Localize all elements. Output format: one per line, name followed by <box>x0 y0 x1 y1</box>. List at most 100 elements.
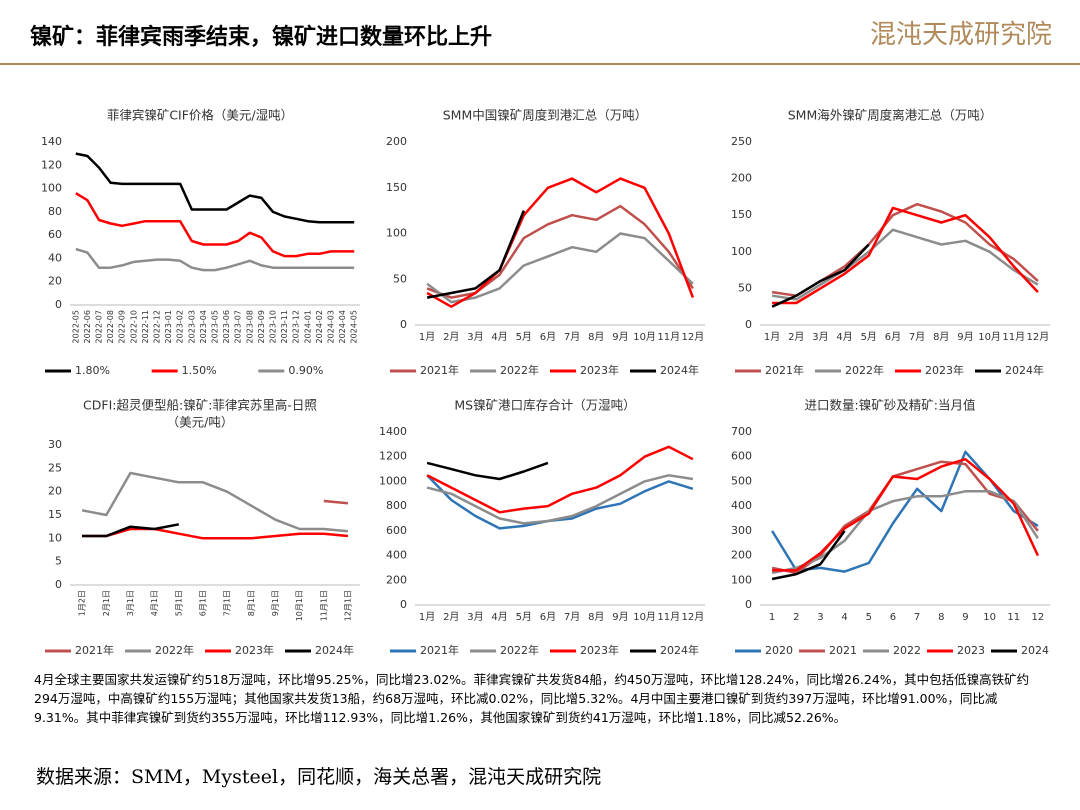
y-tick-label: 150 <box>731 208 752 221</box>
series-line <box>81 471 349 533</box>
legend-label: 2022 <box>893 644 921 657</box>
x-tick-label: 7月 <box>564 611 580 623</box>
y-tick-label: 20 <box>48 275 62 288</box>
x-tick-label: 6月 <box>540 331 556 343</box>
y-tick-label: 100 <box>41 182 62 195</box>
source: 数据来源：SMM，Mysteel，同花顺，海关总署，混沌天成研究院 <box>36 766 602 788</box>
x-tick-label: 2024-01 <box>303 310 312 343</box>
page-title: 镍矿：菲律宾雨季结束，镍矿进口数量环比上升 <box>30 24 492 50</box>
x-tick-label: 3月1日 <box>126 590 135 616</box>
chart-title: SMM中国镍矿周度到港汇总（万吨） <box>443 108 648 123</box>
x-tick-label: 10月 <box>978 331 1001 343</box>
x-tick-label: 2024-02 <box>315 310 324 343</box>
x-tick-label: 10 <box>983 612 996 623</box>
x-tick-label: 11月 <box>657 331 680 343</box>
x-tick-label: 10月 <box>633 331 656 343</box>
y-tick-label: 0 <box>400 598 407 611</box>
x-tick-label: 5月1日 <box>174 590 183 616</box>
legend-label: 2023年 <box>235 643 274 657</box>
y-tick-label: 700 <box>731 425 752 438</box>
x-tick-label: 2023-07 <box>234 310 243 343</box>
x-tick-label: 2023-11 <box>280 310 289 343</box>
y-tick-label: 30 <box>48 438 62 451</box>
series-line <box>426 461 549 481</box>
y-tick-label: 200 <box>731 172 752 185</box>
y-tick-label: 1000 <box>379 474 407 487</box>
x-tick-label: 5月 <box>516 331 532 343</box>
chart-title: MS镍矿港口库存合计（万湿吨） <box>454 398 635 413</box>
y-tick-label: 0 <box>400 318 407 331</box>
legend-label: 1.50% <box>182 364 217 377</box>
y-tick-label: 100 <box>386 227 407 240</box>
series-line <box>426 232 694 304</box>
x-tick-label: 2022-07 <box>95 310 104 343</box>
x-tick-label: 3 <box>817 612 823 623</box>
x-tick-label: 4月 <box>491 331 507 343</box>
x-tick-label: 11月 <box>1002 331 1025 343</box>
series-line <box>772 206 1039 305</box>
paragraph: 4月全球主要国家共发运镍矿约518万湿吨，环比增95.25%，同比增23.02%… <box>34 672 1030 725</box>
x-tick-label: 3月 <box>812 331 828 343</box>
x-tick-label: 12月 <box>682 331 705 343</box>
x-tick-label: 2022-10 <box>129 310 138 343</box>
y-tick-label: 0 <box>745 318 752 331</box>
series-line <box>426 474 694 525</box>
x-tick-label: 7 <box>914 612 920 623</box>
chart-title: 进口数量:镍矿砂及精矿:当月值 <box>805 398 976 413</box>
x-tick-label: 4 <box>841 612 847 623</box>
y-tick-label: 10 <box>48 531 62 544</box>
series-line <box>771 490 1039 575</box>
x-tick-label: 6 <box>890 612 896 623</box>
x-tick-label: 1月 <box>419 611 435 623</box>
y-tick-label: 80 <box>48 205 62 218</box>
y-tick-label: 400 <box>386 549 407 562</box>
x-tick-label: 3月 <box>467 611 483 623</box>
series-line <box>771 243 870 308</box>
x-tick-label: 1月 <box>764 331 780 343</box>
series-line <box>323 499 349 505</box>
series-line <box>771 202 1039 297</box>
x-tick-label: 10月1日 <box>295 590 304 621</box>
x-tick-label: 6月 <box>885 331 901 343</box>
legend-label: 2024 <box>1021 644 1049 657</box>
y-tick-label: 500 <box>731 474 752 487</box>
legend-label: 2021 <box>829 644 857 657</box>
legend-label: 2021年 <box>765 363 804 377</box>
x-tick-label: 2月1日 <box>102 590 111 616</box>
x-tick-label: 8月 <box>933 331 949 343</box>
x-tick-label: 12月 <box>1027 331 1050 343</box>
legend-label: 2023年 <box>580 363 619 377</box>
legend-label: 2024年 <box>660 363 699 377</box>
legend-label: 2024年 <box>1005 363 1044 377</box>
x-tick-label: 4月 <box>491 611 507 623</box>
y-tick-label: 600 <box>731 450 752 463</box>
y-tick-label: 50 <box>738 281 752 294</box>
series-line <box>82 527 349 540</box>
legend-label: 2023 <box>957 644 985 657</box>
y-tick-label: 100 <box>731 245 752 258</box>
x-tick-label: 2024-03 <box>327 310 336 343</box>
x-tick-label: 3月 <box>467 331 483 343</box>
series-line <box>75 152 355 224</box>
x-tick-label: 2月 <box>788 331 804 343</box>
legend-label: 2022年 <box>500 363 539 377</box>
y-tick-label: 300 <box>731 524 752 537</box>
y-tick-label: 0 <box>55 578 62 591</box>
y-tick-label: 1200 <box>379 450 407 463</box>
legend-label: 2020 <box>765 644 793 657</box>
series-line <box>772 457 1040 572</box>
x-tick-label: 8月1日 <box>247 590 256 616</box>
chart-title: CDFI:超灵便型船:镍矿:菲律宾苏里高-日照 <box>83 398 317 413</box>
x-tick-label: 7月1日 <box>223 590 232 616</box>
legend-label: 1.80% <box>75 364 110 377</box>
legend-label: 2021年 <box>420 643 459 657</box>
x-tick-label: 12 <box>1032 612 1045 623</box>
x-tick-label: 5月 <box>861 331 877 343</box>
series-line <box>426 445 694 514</box>
x-tick-label: 2月 <box>443 331 459 343</box>
x-tick-label: 2022-12 <box>153 310 162 343</box>
x-tick-label: 2022-08 <box>106 310 115 343</box>
y-tick-label: 5 <box>55 555 62 568</box>
x-tick-label: 2023-02 <box>176 310 185 343</box>
